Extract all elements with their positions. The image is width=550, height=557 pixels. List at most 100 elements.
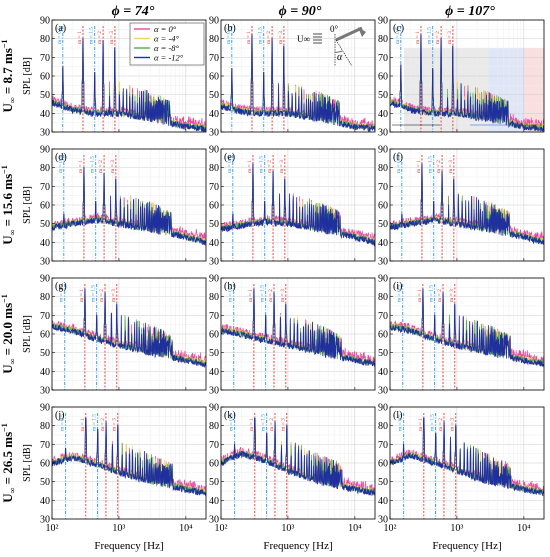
x-axis-label: Frequency [Hz]	[432, 540, 501, 552]
row-title-u: U	[0, 102, 15, 112]
ytick-label: 80	[378, 421, 388, 432]
harmonic-label-m2: m = 2	[99, 289, 105, 302]
ytick-label: 80	[378, 34, 388, 45]
spectrum-series-3	[221, 34, 375, 132]
row-title-value: = 15.6 ms	[0, 174, 15, 230]
ytick-label: 60	[40, 330, 50, 341]
harmonic-label-m3: m = 3	[111, 289, 117, 302]
harmonic-label-m15: m = 1.5	[260, 285, 266, 302]
ytick-label: 80	[209, 163, 219, 174]
ytick-label: 70	[40, 440, 50, 451]
ytick-label: 40	[40, 367, 50, 378]
ytick-label: 80	[40, 421, 50, 432]
harmonic-label-m1: m = 1	[417, 289, 423, 302]
ytick-label: 70	[378, 311, 388, 322]
ytick-label: 30	[40, 515, 50, 526]
spectrum-series-3	[52, 167, 206, 246]
harmonic-label-m15: m = 1.5	[90, 156, 96, 173]
ytick-label: 60	[40, 459, 50, 470]
xtick-label: 10⁴	[179, 523, 193, 534]
y-axis-label: SPL [dB]	[22, 186, 33, 224]
panel-letter: (e)	[224, 152, 235, 163]
ytick-label: 50	[209, 219, 219, 230]
ytick-label: 40	[40, 496, 50, 507]
harmonic-label-m15: m = 1.5	[430, 414, 436, 431]
harmonic-label-m05: m = 0.5	[398, 414, 404, 431]
xtick-label: 10³	[450, 523, 463, 534]
ytick-label: 60	[209, 330, 219, 341]
panel-letter: (h)	[224, 281, 236, 292]
ytick-label: 70	[378, 182, 388, 193]
ytick-label: 90	[40, 403, 50, 414]
spectrum-series-3	[52, 288, 206, 368]
harmonic-label-m2: m = 2	[267, 160, 273, 173]
inset-alpha-label: α	[337, 52, 343, 63]
harmonic-label-m2: m = 2	[436, 160, 442, 173]
ytick-label: 40	[378, 496, 388, 507]
ytick-label: 50	[378, 348, 388, 359]
ytick-label: 30	[209, 128, 219, 139]
ytick-label: 40	[378, 109, 388, 120]
ytick-label: 70	[40, 182, 50, 193]
harmonic-label-m05: m = 0.5	[228, 285, 234, 302]
ytick-label: 50	[378, 219, 388, 230]
harmonic-label-m15: m = 1.5	[92, 414, 98, 431]
spectrum-series-3	[52, 417, 206, 497]
ytick-label: 90	[209, 274, 219, 285]
ytick-label: 60	[378, 459, 388, 470]
row-titles: U∞ = 8.7 ms−1U∞ = 15.6 ms−1U∞ = 20.0 ms−…	[0, 40, 17, 503]
legend-entry-label: α = -12°	[154, 53, 184, 63]
panel-letter: (g)	[55, 281, 67, 292]
harmonic-label-m3: m = 3	[279, 160, 285, 173]
harmonic-label-m3: m = 3	[109, 31, 115, 44]
ytick-label: 90	[209, 16, 219, 27]
row-title-u: U	[0, 493, 15, 503]
xtick-label: 10²	[46, 523, 59, 534]
harmonic-label-m3: m = 3	[112, 418, 118, 431]
harmonic-label-m3: m = 3	[278, 31, 284, 44]
ytick-label: 50	[378, 90, 388, 101]
column-titles: ϕ = 74° ϕ = 90° ϕ = 107°	[112, 4, 496, 19]
ytick-label: 40	[378, 238, 388, 249]
xtick-label: 10⁴	[348, 523, 362, 534]
ytick-label: 70	[40, 53, 50, 64]
spectrum-series-3	[390, 34, 544, 132]
ytick-label: 70	[40, 311, 50, 322]
row-title-value: = 8.7 ms	[0, 48, 15, 97]
ytick-label: 90	[378, 145, 388, 156]
ytick-label: 50	[40, 477, 50, 488]
ytick-label: 70	[378, 53, 388, 64]
row-title-sub: ∞	[8, 487, 17, 493]
inset-angle-label: 0°	[330, 24, 339, 34]
harmonic-label-m1: m = 1	[416, 160, 422, 173]
ytick-label: 90	[40, 16, 50, 27]
ytick-label: 30	[209, 515, 219, 526]
harmonic-label-m3: m = 3	[447, 31, 453, 44]
ytick-label: 30	[209, 257, 219, 268]
harmonic-label-m1: m = 1	[248, 289, 254, 302]
ytick-label: 60	[209, 459, 219, 470]
harmonic-label-m3: m = 3	[448, 160, 454, 173]
legend-entry-label: α = -8°	[154, 43, 180, 53]
harmonic-label-m2: m = 2	[266, 31, 272, 44]
x-axis-label: Frequency [Hz]	[263, 540, 332, 552]
panel-k: m = 0.5 m = 1 m = 1.5 m = 2 m = 3 (k) 30 40 50 60…	[209, 403, 376, 534]
harmonic-label-m2: m = 2	[268, 289, 274, 302]
inset-diagram: U∞ 0° α	[297, 24, 366, 67]
harmonic-label-m1: m = 1	[80, 418, 86, 431]
harmonic-label-m15: m = 1.5	[89, 27, 95, 44]
harmonic-label-m3: m = 3	[450, 418, 456, 431]
panel-i: m = 0.5 m = 1 m = 1.5 m = 2 m = 3 (i) 30 40 50 60…	[378, 274, 545, 397]
xtick-label: 10²	[384, 523, 397, 534]
row-title-sub: ∞	[8, 358, 17, 364]
harmonic-label-m2: m = 2	[438, 418, 444, 431]
harmonic-label-m15: m = 1.5	[259, 156, 265, 173]
harmonic-label-m3: m = 3	[280, 289, 286, 302]
ytick-label: 80	[40, 163, 50, 174]
region-red	[524, 48, 544, 132]
harmonic-label-m05: m = 0.5	[57, 27, 63, 44]
row-title-u: U	[0, 235, 15, 245]
harmonic-label-m05: m = 0.5	[60, 414, 66, 431]
harmonic-label-m1: m = 1	[246, 31, 252, 44]
